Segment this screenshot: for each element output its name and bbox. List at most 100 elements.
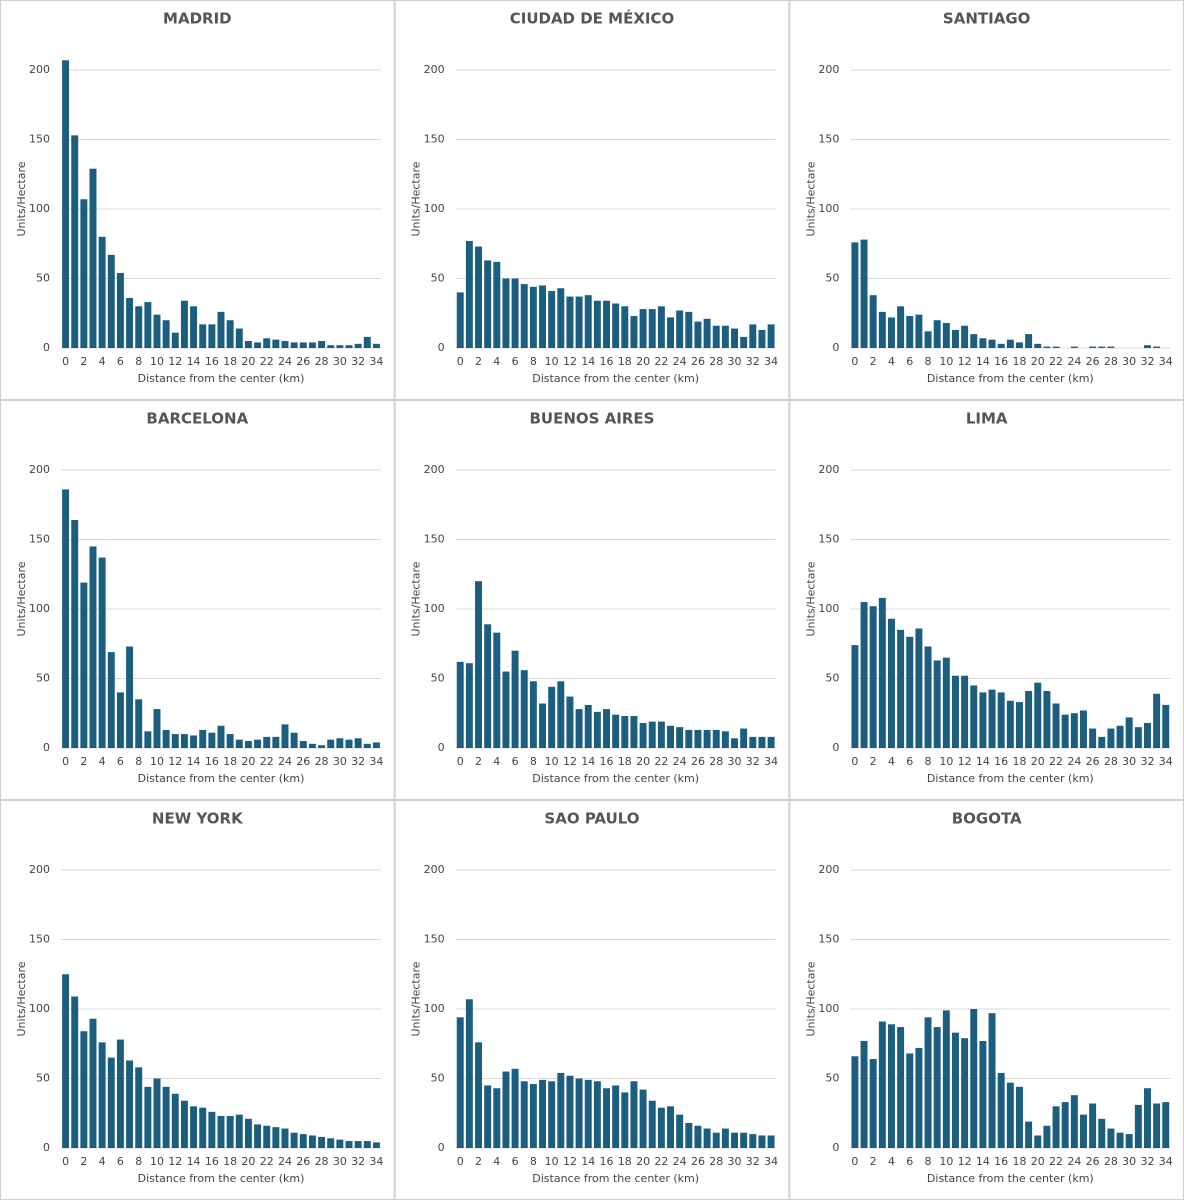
x-tick-label: 14 — [976, 355, 990, 368]
bar — [593, 300, 601, 348]
x-tick-label: 24 — [278, 1155, 292, 1168]
bar — [703, 729, 711, 748]
bar — [345, 1141, 353, 1148]
bar — [144, 1086, 152, 1148]
y-tick-label: 100 — [818, 602, 839, 615]
bar — [308, 342, 316, 348]
x-tick-label: 16 — [205, 755, 219, 768]
bar — [961, 675, 969, 748]
x-tick-label: 24 — [278, 355, 292, 368]
bar — [1043, 1125, 1051, 1148]
x-tick-label: 30 — [1122, 355, 1136, 368]
bar — [657, 1107, 665, 1148]
x-tick-label: 18 — [223, 755, 237, 768]
bar — [1098, 1118, 1106, 1148]
bar — [162, 320, 170, 348]
x-tick-label: 16 — [600, 1155, 614, 1168]
x-tick-label: 6 — [906, 1155, 913, 1168]
bar — [484, 1085, 492, 1148]
bar — [897, 629, 905, 748]
bar — [979, 1040, 987, 1148]
bar — [511, 1068, 519, 1148]
bar — [465, 663, 473, 748]
x-tick-label: 16 — [205, 355, 219, 368]
bar — [897, 1027, 905, 1148]
x-tick-label: 22 — [654, 755, 668, 768]
bar — [327, 1138, 335, 1148]
x-tick-label: 12 — [958, 355, 972, 368]
bar — [1107, 728, 1115, 748]
panel-border — [394, 800, 790, 1200]
bar — [1080, 710, 1087, 748]
bar — [465, 240, 473, 348]
x-tick-label: 12 — [168, 355, 182, 368]
x-tick-label: 2 — [870, 755, 877, 768]
x-tick-label: 2 — [870, 1155, 877, 1168]
bar — [548, 1081, 556, 1148]
bar — [1107, 1128, 1115, 1148]
x-tick-label: 6 — [117, 755, 124, 768]
x-tick-label: 14 — [187, 755, 201, 768]
bar — [1061, 714, 1069, 748]
bar — [336, 1139, 344, 1148]
bar — [942, 1010, 950, 1148]
x-axis-label: Distance from the center (km) — [532, 772, 699, 785]
bar — [1144, 1088, 1151, 1148]
y-tick-label: 150 — [424, 533, 445, 546]
x-tick-label: 8 — [925, 355, 932, 368]
bar — [345, 345, 353, 348]
x-tick-label: 2 — [80, 1155, 87, 1168]
bar — [244, 741, 252, 748]
bar — [254, 739, 262, 748]
x-tick-label: 28 — [1104, 755, 1118, 768]
x-tick-label: 32 — [746, 355, 760, 368]
bar — [888, 1024, 895, 1148]
bar — [162, 729, 170, 748]
y-tick-label: 0 — [832, 741, 839, 754]
y-tick-label: 200 — [29, 63, 50, 76]
x-tick-label: 20 — [636, 355, 650, 368]
bar — [539, 1079, 546, 1148]
bar — [740, 728, 748, 748]
bar — [566, 1075, 574, 1148]
bar — [648, 309, 656, 348]
bar — [171, 734, 179, 748]
x-tick-label: 26 — [296, 755, 310, 768]
x-tick-label: 12 — [958, 1155, 972, 1168]
x-axis-label: Distance from the center (km) — [927, 772, 1094, 785]
x-tick-label: 34 — [369, 1155, 383, 1168]
bar — [860, 239, 868, 348]
bar — [254, 1124, 262, 1148]
bar — [372, 343, 380, 348]
x-tick-label: 8 — [925, 755, 932, 768]
bar — [354, 738, 362, 748]
bar — [1125, 1134, 1133, 1148]
bar — [126, 1060, 134, 1148]
bar — [924, 331, 932, 348]
bar — [153, 709, 161, 748]
bar — [758, 329, 766, 348]
bar — [520, 670, 528, 748]
bar — [1153, 346, 1161, 348]
bar — [575, 296, 583, 348]
y-tick-label: 200 — [424, 863, 445, 876]
bar — [630, 716, 638, 748]
bar — [970, 1009, 978, 1148]
bar — [1144, 345, 1151, 348]
bar — [1153, 693, 1161, 748]
bar — [860, 1040, 868, 1148]
bar — [1016, 702, 1023, 748]
x-tick-label: 0 — [851, 755, 858, 768]
bar — [281, 1128, 289, 1148]
bar — [107, 1057, 115, 1148]
bar — [226, 1116, 234, 1148]
bar — [336, 345, 344, 348]
bar — [621, 716, 629, 748]
bar — [906, 1053, 914, 1148]
x-tick-label: 32 — [351, 355, 365, 368]
bar — [180, 300, 188, 348]
x-tick-label: 14 — [976, 755, 990, 768]
bar — [593, 711, 601, 748]
bar — [639, 309, 647, 348]
